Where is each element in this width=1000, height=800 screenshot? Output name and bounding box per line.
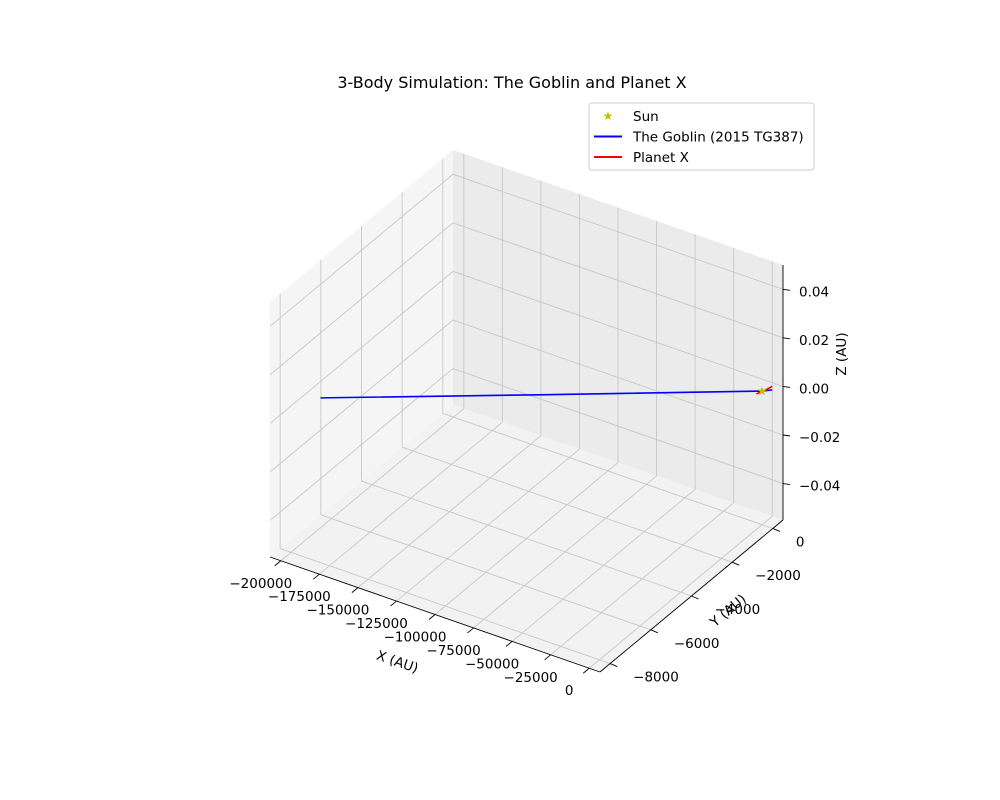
x-gridline [357, 180, 542, 588]
y-tick-mark [609, 663, 618, 667]
z-axis-label: Z (AU) [834, 332, 850, 375]
y-tick-label: −6000 [674, 636, 720, 652]
x-tick-label: −25000 [504, 670, 558, 686]
x-tick-mark [274, 560, 282, 567]
grid-lines [269, 153, 784, 669]
x-gridline [550, 247, 735, 656]
axis-lines: −200000−175000−150000−125000−100000−7500… [229, 265, 850, 699]
y-tick-mark [731, 561, 740, 566]
y-gridline [401, 192, 733, 563]
x-tick-label: −75000 [426, 643, 480, 659]
x-tick-mark [467, 627, 474, 634]
x-tick-mark [390, 600, 397, 607]
legend-entry-label: Sun [633, 109, 659, 125]
y-gridline [442, 158, 773, 529]
x-tick-label: −150000 [306, 603, 369, 619]
z-tick-mark [782, 337, 791, 340]
legend-box [588, 102, 815, 171]
x-tick-label: −125000 [345, 616, 408, 632]
x-tick-label: −175000 [268, 589, 331, 605]
legend: ★ Sun The Goblin (2015 TG387) Planet X [588, 102, 815, 171]
z-tick-label: −0.02 [799, 430, 840, 446]
chart-title: 3-Body Simulation: The Goblin and Planet… [337, 73, 686, 92]
y-gridline [279, 293, 611, 664]
z-gridline [269, 270, 784, 424]
x-tick-mark [313, 573, 320, 580]
x-tick-mark [351, 587, 359, 593]
x-tick-label: 0 [565, 683, 574, 699]
x-gridline [473, 220, 658, 629]
z-tick-mark [782, 483, 791, 486]
z-gridline [269, 173, 784, 327]
legend-entry-label: Planet X [633, 150, 689, 166]
z-tick-mark [782, 385, 791, 388]
x-gridline [511, 234, 696, 642]
legend-sun-marker: ★ [603, 109, 614, 123]
z-tick-mark [782, 434, 791, 437]
y-gridline [320, 259, 651, 631]
x-tick-label: −200000 [229, 576, 292, 592]
data-series: ★ [320, 384, 773, 399]
x-gridline [319, 167, 503, 575]
z-tick-label: 0.04 [799, 284, 829, 300]
x-gridline [434, 207, 619, 615]
y-tick-label: −8000 [633, 670, 679, 686]
y-tick-mark [691, 595, 699, 600]
x-tick-mark [428, 614, 436, 620]
goblin-orbit-line [320, 389, 773, 399]
z-gridline [269, 368, 784, 521]
x-gridline [280, 153, 465, 562]
x-tick-mark [582, 667, 590, 674]
x-tick-mark [505, 641, 513, 647]
z-gridline [269, 319, 784, 473]
y-tick-label: −4000 [715, 602, 761, 618]
x-gridline [588, 261, 773, 669]
y-gridline [361, 226, 692, 597]
z-gridline [269, 222, 784, 376]
y-tick-label: 0 [796, 534, 805, 550]
z-tick-label: −0.04 [799, 479, 840, 495]
y-tick-mark [650, 629, 659, 634]
z-tick-label: 0.00 [799, 381, 829, 397]
x-tick-label: −100000 [384, 630, 447, 646]
z-tick-mark [782, 288, 791, 291]
x-gridline [396, 194, 580, 602]
sun-star-marker: ★ [757, 384, 768, 398]
x-tick-label: −50000 [465, 656, 519, 672]
y-tick-label: −2000 [755, 568, 801, 584]
legend-entry-label: The Goblin (2015 TG387) [632, 130, 804, 146]
planet-x-orbit-line [756, 385, 773, 395]
y-tick-mark [772, 528, 781, 532]
x-tick-mark [544, 654, 551, 661]
z-tick-label: 0.02 [799, 333, 829, 349]
